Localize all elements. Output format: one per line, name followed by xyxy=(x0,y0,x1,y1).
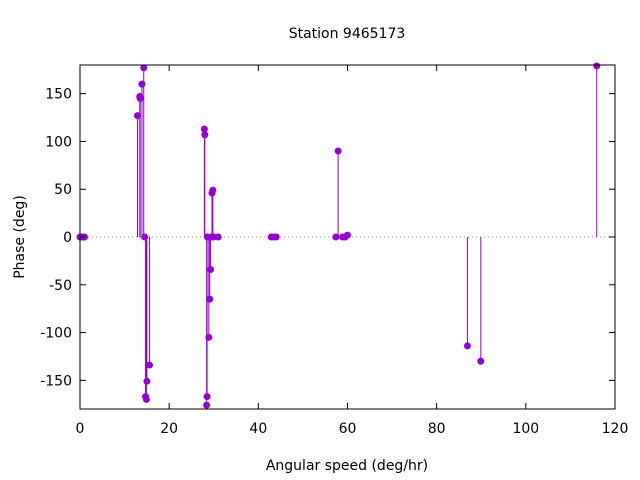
data-point xyxy=(201,131,209,139)
x-tick-label: 20 xyxy=(160,421,178,437)
x-axis: 0 20 40 60 80 100 120 xyxy=(76,65,629,437)
x-tick-label: 60 xyxy=(339,421,357,437)
y-tick-label: 50 xyxy=(54,182,72,198)
data-point xyxy=(203,393,211,401)
data-point xyxy=(138,80,146,88)
data-point xyxy=(140,64,148,72)
data-point xyxy=(206,295,214,303)
data-point xyxy=(207,265,215,273)
y-tick-label: 100 xyxy=(45,134,72,150)
x-tick-label: 80 xyxy=(428,421,446,437)
y-tick-label: 0 xyxy=(63,230,72,246)
data-point xyxy=(203,401,211,409)
data-point xyxy=(143,377,151,385)
data-point xyxy=(272,233,280,241)
y-tick-label: 150 xyxy=(45,87,72,103)
data-point xyxy=(146,361,154,369)
data-point xyxy=(463,342,471,350)
data-point xyxy=(214,233,222,241)
x-tick-label: 0 xyxy=(76,421,85,437)
data-point xyxy=(136,94,144,102)
data-point xyxy=(593,62,601,70)
data-point xyxy=(344,231,351,239)
data-point xyxy=(205,333,213,341)
y-tick-label: -150 xyxy=(40,373,72,389)
chart-title: Station 9465173 xyxy=(289,26,406,42)
y-axis: -150 -100 -50 0 50 100 150 xyxy=(40,87,615,389)
data-point xyxy=(200,125,208,133)
y-axis-title: Phase (deg) xyxy=(12,195,28,279)
plot-area xyxy=(76,62,615,409)
data-point xyxy=(477,357,485,365)
x-tick-label: 40 xyxy=(249,421,267,437)
data-point xyxy=(142,395,150,403)
y-tick-label: -50 xyxy=(49,278,72,294)
x-axis-title: Angular speed (deg/hr) xyxy=(266,458,428,474)
x-tick-label: 100 xyxy=(512,421,539,437)
data-point xyxy=(334,147,342,155)
data-point xyxy=(209,186,217,194)
y-tick-label: -100 xyxy=(40,326,72,342)
x-tick-label: 120 xyxy=(602,421,629,437)
